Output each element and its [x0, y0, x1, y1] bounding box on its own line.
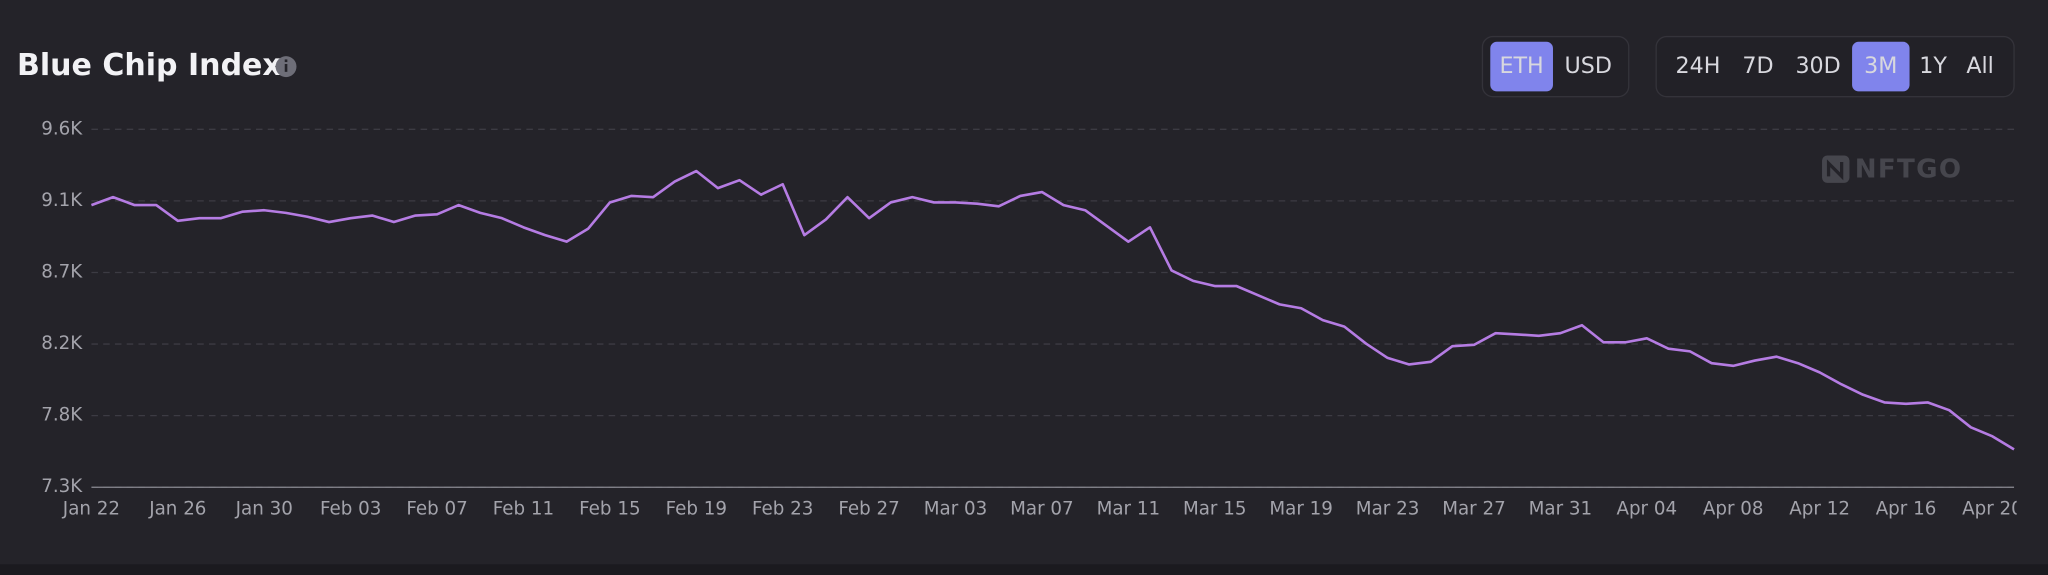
x-tick-label: Jan 22	[62, 498, 120, 519]
x-tick-label: Jan 30	[235, 498, 293, 519]
x-tick-label: Feb 15	[579, 498, 640, 519]
x-tick-label: Mar 03	[924, 498, 988, 519]
x-tick-label: Apr 12	[1789, 498, 1850, 519]
range-button[interactable]: 30D	[1795, 53, 1840, 79]
x-tick-label: Mar 31	[1529, 498, 1593, 519]
currency-active	[1490, 41, 1553, 92]
info-icon[interactable]	[275, 56, 297, 78]
y-tick-label: 7.3K	[41, 476, 83, 497]
bottom-strip	[0, 564, 2048, 575]
range-group	[1655, 35, 2015, 98]
x-tick-label: Jan 26	[148, 498, 206, 519]
x-tick-label: Mar 19	[1269, 498, 1333, 519]
x-tick-label: Feb 07	[406, 498, 467, 519]
range-button[interactable]: All	[1966, 53, 1994, 79]
chart-title: Blue Chip Index	[17, 48, 282, 83]
range-button[interactable]: 1Y	[1919, 53, 1947, 79]
series-line	[90, 169, 2015, 451]
x-tick-label: Apr 20	[1962, 498, 2023, 519]
range-button[interactable]: 7D	[1742, 53, 1773, 79]
x-tick-label: Apr 04	[1616, 498, 1677, 519]
x-tick-label: Mar 27	[1442, 498, 1506, 519]
y-tick-label: 7.8K	[41, 405, 83, 426]
range-button[interactable]: 24H	[1675, 53, 1720, 79]
x-tick-label: Apr 16	[1876, 498, 1937, 519]
y-tick-label: 9.1K	[41, 190, 83, 211]
y-tick-label: 8.2K	[41, 333, 83, 354]
y-tick-label: 9.6K	[41, 118, 83, 139]
watermark: NFTGO	[1822, 154, 1963, 184]
x-tick-label: Mar 11	[1097, 498, 1161, 519]
x-tick-label: Mar 15	[1183, 498, 1247, 519]
x-tick-label: Mar 23	[1356, 498, 1420, 519]
watermark-text: NFTGO	[1855, 154, 1963, 184]
range-button[interactable]: 3M	[1864, 53, 1897, 79]
currency-button[interactable]: USD	[1565, 53, 1612, 79]
x-tick-label: Feb 11	[493, 498, 554, 519]
x-tick-label: Apr 08	[1703, 498, 1764, 519]
x-tick-label: Feb 03	[320, 498, 381, 519]
x-tick-label: Mar 07	[1010, 498, 1074, 519]
range-active	[1852, 41, 1910, 92]
x-axis-labels: Jan 22 Jan 26 Jan 30 Feb 03 Feb 07 Feb 11 Feb …	[62, 498, 2023, 519]
x-tick-label: Feb 27	[838, 498, 899, 519]
currency-button[interactable]: ETH	[1500, 53, 1544, 79]
y-tick-label: 8.7K	[41, 261, 83, 282]
x-tick-label: Feb 19	[666, 498, 727, 519]
x-tick-label: Feb 23	[752, 498, 813, 519]
